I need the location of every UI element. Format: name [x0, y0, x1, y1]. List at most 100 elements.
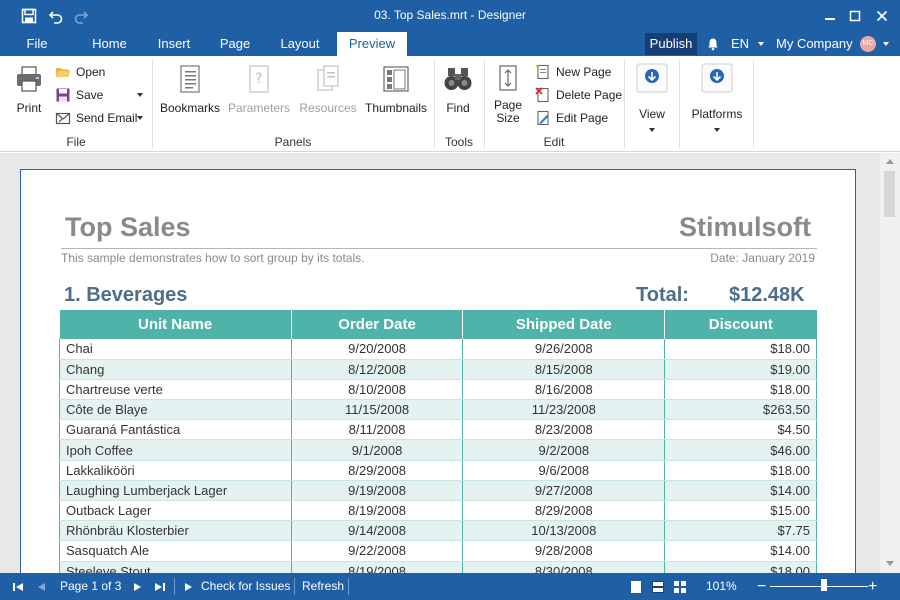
continuous-view-icon[interactable]	[650, 579, 666, 595]
find-button[interactable]: Find	[440, 64, 476, 115]
cell-order-date: 9/1/2008	[290, 439, 463, 461]
thumbnails-icon	[383, 66, 409, 92]
cell-order-date: 9/20/2008	[290, 339, 463, 360]
print-label: Print	[16, 101, 42, 115]
cell-order-date: 8/12/2008	[290, 359, 463, 380]
scroll-up-icon[interactable]	[886, 158, 894, 164]
cell-order-date: 8/19/2008	[290, 561, 463, 573]
multiple-pages-view-icon[interactable]	[672, 579, 688, 595]
zoom-out-icon[interactable]: −	[757, 578, 767, 595]
cell-unit-name: Guaraná Fantástica	[59, 419, 292, 441]
platforms-button[interactable]: Platforms	[688, 62, 746, 135]
cell-unit-name: Rhönbräu Klosterbier	[59, 520, 292, 542]
cell-unit-name: Ipoh Coffee	[59, 439, 292, 461]
cell-discount: $18.00	[664, 339, 817, 360]
page-indicator[interactable]: Page 1 of 3	[60, 579, 122, 593]
first-page-icon[interactable]	[10, 579, 26, 595]
chevron-down-icon[interactable]	[137, 93, 143, 97]
save-icon[interactable]	[19, 6, 39, 26]
group-title: 1. Beverages	[64, 284, 188, 306]
refresh-button[interactable]: Refresh	[302, 579, 345, 593]
save-button[interactable]: Save	[55, 85, 145, 105]
resources-label: Resources	[299, 101, 357, 115]
table-row: Chai 9/20/2008 9/26/2008 $18.00	[59, 339, 817, 360]
cell-unit-name: Lakkalikööri	[59, 460, 292, 481]
bell-icon[interactable]	[706, 37, 720, 51]
language-selector[interactable]: EN	[731, 36, 750, 51]
cell-order-date: 9/19/2008	[290, 480, 463, 502]
tab-insert[interactable]: Insert	[157, 36, 191, 51]
chevron-down-icon[interactable]	[137, 116, 143, 120]
report-table: Unit Name Order Date Shipped Date Discou…	[59, 310, 817, 573]
preview-workspace: Top Sales Stimulsoft This sample demonst…	[0, 153, 880, 573]
zoom-slider[interactable]	[770, 586, 868, 587]
next-page-icon[interactable]	[129, 579, 145, 595]
tab-page[interactable]: Page	[219, 36, 251, 51]
ribbon-divider	[434, 60, 435, 148]
avatar[interactable]: MC	[860, 36, 876, 52]
send-email-label: Send Email	[76, 111, 138, 125]
open-button[interactable]: Open	[55, 62, 145, 82]
redo-icon[interactable]	[71, 6, 91, 26]
cell-discount: $14.00	[664, 540, 817, 562]
cell-order-date: 9/22/2008	[290, 540, 463, 562]
send-email-button[interactable]: Send Email	[55, 108, 145, 128]
single-page-view-icon[interactable]	[628, 579, 644, 595]
bookmarks-icon	[180, 65, 200, 93]
cell-shipped-date: 10/13/2008	[462, 520, 665, 542]
maximize-icon[interactable]	[844, 5, 866, 27]
table-row: Outback Lager 8/19/2008 8/29/2008 $15.00	[59, 500, 817, 522]
account-name[interactable]: My Company	[776, 36, 853, 51]
folder-open-icon	[56, 68, 71, 77]
cell-unit-name: Chai	[59, 339, 292, 360]
bookmarks-label: Bookmarks	[160, 101, 221, 115]
publish-button[interactable]: Publish	[645, 33, 697, 55]
undo-icon[interactable]	[46, 6, 66, 26]
thumbnails-button[interactable]: Thumbnails	[364, 64, 428, 115]
save-icon	[56, 88, 70, 102]
cell-discount: $263.50	[664, 399, 817, 421]
cell-discount: $15.00	[664, 500, 817, 522]
column-header-unit-name: Unit Name	[59, 310, 292, 339]
resources-button[interactable]: Resources	[298, 64, 358, 115]
cell-shipped-date: 9/28/2008	[462, 540, 665, 562]
close-icon[interactable]	[871, 5, 893, 27]
cell-shipped-date: 8/30/2008	[462, 561, 665, 573]
zoom-slider-thumb[interactable]	[820, 579, 827, 591]
cell-discount: $19.00	[664, 359, 817, 380]
zoom-in-icon[interactable]: +	[868, 578, 878, 595]
tab-preview[interactable]: Preview	[337, 32, 407, 56]
cell-order-date: 8/19/2008	[290, 500, 463, 522]
scroll-down-icon[interactable]	[886, 561, 894, 567]
page-size-button[interactable]: Page Size	[490, 64, 526, 125]
menu-bar: File Home Insert Page Layout Preview Pub…	[0, 32, 900, 56]
cell-shipped-date: 11/23/2008	[462, 399, 665, 421]
edit-group-label: Edit	[543, 135, 565, 149]
delete-page-button[interactable]: Delete Page	[535, 85, 622, 105]
tab-file[interactable]: File	[26, 36, 48, 51]
play-icon[interactable]	[180, 579, 196, 595]
edit-page-button[interactable]: Edit Page	[535, 108, 620, 128]
print-button[interactable]: Print	[10, 64, 48, 115]
check-for-issues-button[interactable]: Check for Issues	[201, 579, 291, 593]
table-row: Côte de Blaye 11/15/2008 11/23/2008 $263.50	[59, 399, 817, 421]
tab-home[interactable]: Home	[92, 36, 127, 51]
tab-layout[interactable]: Layout	[280, 36, 320, 51]
parameters-button[interactable]: ? Parameters	[228, 64, 290, 115]
ribbon-divider	[152, 60, 153, 148]
report-date: Date: January 2019	[710, 251, 815, 265]
new-page-button[interactable]: New Page	[535, 62, 620, 82]
bookmarks-button[interactable]: Bookmarks	[160, 64, 220, 115]
view-button[interactable]: View	[630, 62, 674, 135]
previous-page-icon[interactable]	[34, 579, 50, 595]
chevron-down-icon	[883, 42, 889, 46]
last-page-icon[interactable]	[152, 579, 168, 595]
cell-discount: $14.00	[664, 480, 817, 502]
report-subtitle: This sample demonstrates how to sort gro…	[61, 251, 365, 265]
cell-discount: $46.00	[664, 439, 817, 461]
minimize-icon[interactable]	[819, 5, 841, 27]
ribbon-divider	[624, 60, 625, 148]
scroll-thumb[interactable]	[884, 171, 895, 217]
vertical-scrollbar[interactable]	[880, 153, 900, 573]
column-header-discount: Discount	[664, 310, 817, 339]
